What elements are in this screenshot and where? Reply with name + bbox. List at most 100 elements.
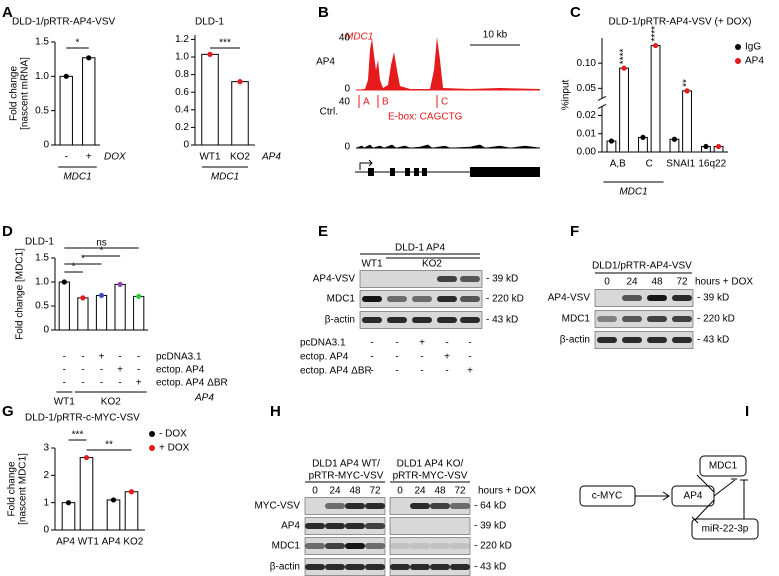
axis-break: [597, 103, 607, 109]
node-box: [699, 455, 747, 477]
blot-band: [362, 317, 382, 323]
time-label: 0: [604, 277, 610, 288]
treatment-label: ectop. AP4: [300, 352, 349, 363]
panel-i: I c-MYC AP4 MDC1 miR-22-3p: [579, 403, 759, 540]
y-tick-label: 1.5: [35, 37, 49, 48]
treatment-mark: -: [468, 352, 471, 363]
exon: [405, 168, 410, 176]
y-tick-label: 0.01: [577, 128, 597, 139]
size-label: - 43 kD: [486, 315, 518, 326]
inhibition-arrow: [740, 479, 748, 519]
treatment-mark: -: [63, 365, 66, 376]
panel-letter: G: [2, 403, 14, 420]
blot-strip: [594, 310, 694, 328]
panel-letter: B: [318, 4, 329, 21]
chart-title: DLD-1/pRTR-c-MYC-VSV: [25, 413, 140, 424]
blot-band: [450, 564, 470, 570]
significance: ****: [650, 26, 661, 42]
ebox-label: E-box: CAGCTG: [388, 112, 463, 123]
bar: [650, 45, 661, 153]
treatment-mark: +: [99, 352, 105, 363]
data-point: [715, 143, 722, 150]
data-point: [65, 500, 72, 506]
blot-band: [345, 543, 365, 549]
row-label: AP4: [281, 521, 300, 532]
treatment-mark: -: [420, 352, 423, 363]
blot-band: [365, 543, 385, 549]
data-point: [640, 134, 646, 141]
time-note: hours + DOX: [478, 486, 536, 497]
treatment-mark: -: [137, 365, 140, 376]
data-point: [83, 454, 90, 461]
blot-band: [437, 317, 457, 323]
panel-letter: D: [2, 223, 13, 240]
time-label: 24: [626, 277, 638, 288]
legend-label: - DOX: [159, 429, 187, 440]
time-label: 48: [434, 486, 446, 497]
blot-band: [390, 543, 410, 549]
y-tick-label: 0: [43, 525, 49, 536]
node-label: miR-22-3p: [702, 524, 749, 535]
treatment-mark: -: [370, 352, 373, 363]
legend-marker: [735, 58, 741, 64]
bar: [61, 502, 76, 531]
treatment-label: ectop. AP4 ΔBR: [300, 366, 372, 377]
blot-band: [647, 337, 667, 343]
blot-band: [410, 543, 430, 549]
x-tick-label: +: [86, 152, 92, 163]
row-label: MDC1: [327, 294, 356, 305]
size-label: - 220 kD: [474, 541, 512, 552]
treatment-label: pcDNA3.1: [300, 338, 346, 349]
node-label: c-MYC: [592, 491, 623, 502]
blot-band: [412, 296, 432, 302]
blot-band: [305, 523, 325, 529]
row-label: MDC1: [272, 541, 301, 552]
blot-band: [325, 543, 345, 549]
x-note: AP4: [194, 393, 214, 404]
data-point: [671, 136, 678, 142]
bar: [114, 283, 126, 331]
data-point: [684, 88, 690, 94]
x-tick-label: AP4 WT1: [56, 537, 99, 548]
blot-header: DLD-1 AP4: [395, 243, 445, 254]
chart-title: DLD-1/pRTR-AP4-VSV (+ DOX): [609, 17, 752, 28]
panel-letter: A: [2, 4, 13, 21]
blot-band: [672, 337, 692, 343]
y-tick-label: 0.5: [35, 105, 49, 116]
treatment-mark: +: [117, 365, 123, 376]
blot-band: [305, 543, 325, 549]
treatment-mark: -: [81, 352, 84, 363]
treatment-mark: -: [468, 338, 471, 349]
significance: ***: [219, 38, 231, 49]
panel-letter: E: [318, 223, 328, 240]
blot-band: [430, 503, 450, 509]
arrow: [635, 491, 670, 501]
time-label: 24: [329, 486, 341, 497]
treatment-mark: -: [395, 352, 398, 363]
arrow: [696, 474, 715, 493]
bar: [124, 491, 139, 531]
time-label: 72: [454, 486, 466, 497]
x-note: DOX: [104, 152, 126, 163]
legend-marker: [149, 431, 155, 437]
blot-strip: [389, 517, 471, 535]
peak-label: B: [382, 97, 389, 108]
data-point: [652, 42, 659, 49]
y-tick-label: 0.5: [35, 301, 49, 312]
blot-band: [345, 523, 365, 529]
blot-band: [597, 316, 617, 322]
treatment-mark: -: [63, 352, 66, 363]
blot-band: [325, 523, 345, 529]
treatment-mark: +: [419, 338, 425, 349]
blot-band: [672, 316, 692, 322]
blot-strip: [359, 270, 483, 288]
blot-band: [450, 503, 470, 509]
significance: *: [76, 38, 80, 49]
data-point: [621, 65, 627, 71]
blot-band: [365, 503, 385, 509]
node-label: MDC1: [709, 461, 738, 472]
treatment-mark: -: [420, 366, 423, 377]
x-tick-label: -: [65, 152, 68, 163]
treatment-mark: -: [81, 378, 84, 389]
y-tick-label: 1.2: [175, 34, 189, 45]
